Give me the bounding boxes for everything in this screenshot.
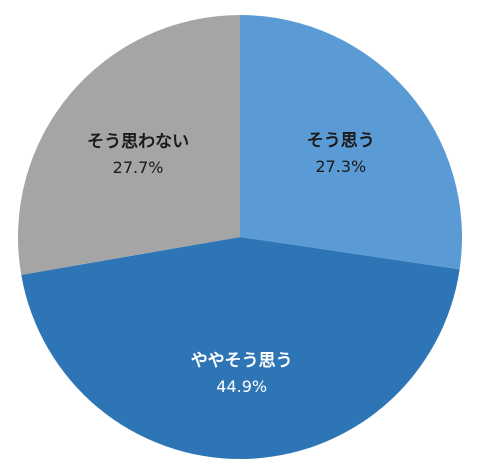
- pie-slice-3: [17, 15, 241, 275]
- slice-label-2: ややそう思う: [191, 351, 293, 371]
- slice-label-3: そう思わない: [87, 132, 189, 152]
- pie-slice-1: [240, 15, 462, 270]
- pie-labels: そう思う 27.3% ややそう思う 44.9% そう思わない 27.7%: [87, 131, 375, 396]
- slice-value-1: 27.3%: [315, 157, 366, 176]
- slice-value-2: 44.9%: [216, 377, 267, 396]
- slice-value-3: 27.7%: [113, 158, 164, 177]
- pie-slices: [17, 15, 462, 460]
- pie-slice-2: [21, 237, 460, 460]
- slice-label-1: そう思う: [307, 131, 375, 151]
